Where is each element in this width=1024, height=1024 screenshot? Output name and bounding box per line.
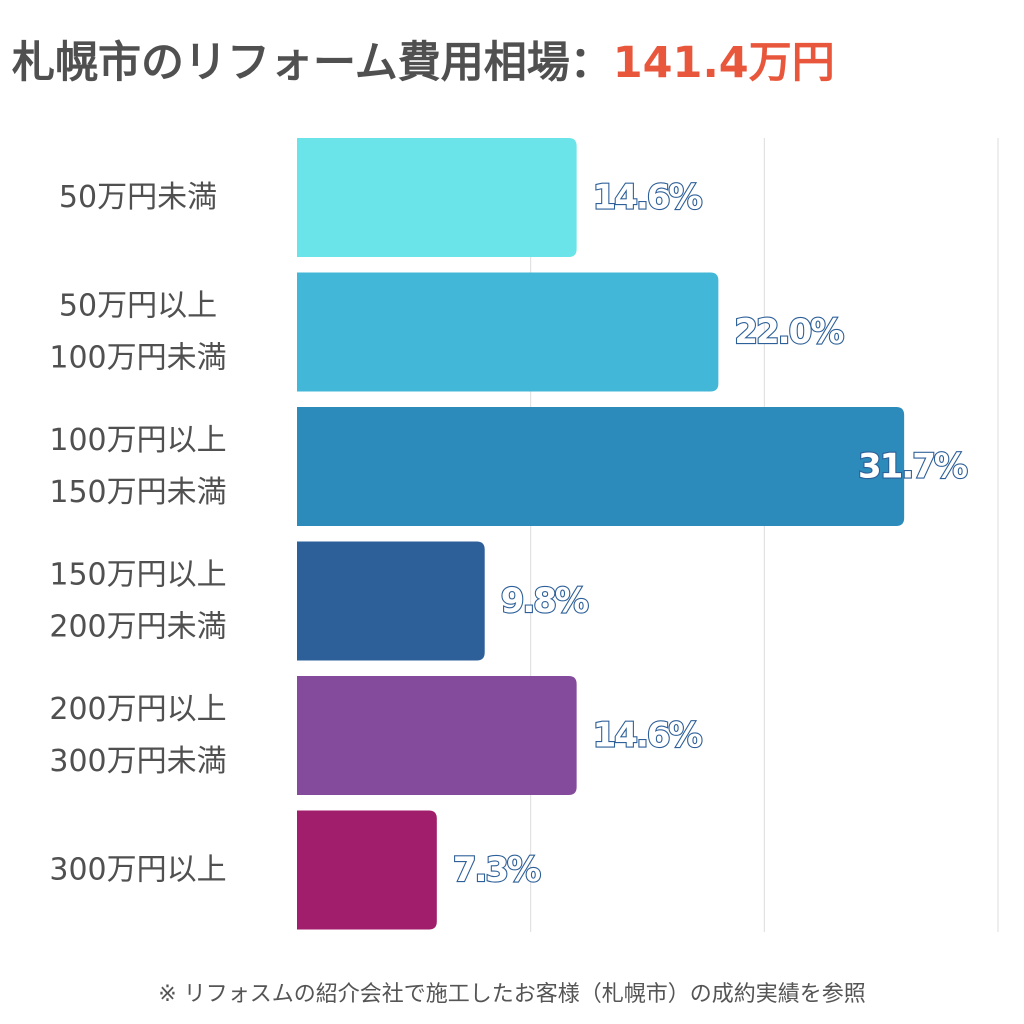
category-label: 300万円以上 — [49, 853, 226, 888]
bar — [297, 541, 485, 661]
category-label: 50万円未満 — [59, 180, 217, 215]
category-label: 100万円未満 — [49, 341, 226, 376]
category-label: 50万円以上 — [59, 289, 217, 324]
gridlines — [530, 138, 999, 932]
category-label: 100万円以上 — [49, 423, 226, 458]
category-label: 150万円未満 — [49, 475, 226, 510]
bar — [297, 272, 719, 392]
bar — [297, 138, 577, 257]
bar — [297, 407, 905, 526]
data-label: 22.0% — [734, 312, 843, 352]
bar — [297, 810, 437, 930]
data-label: 14.6% — [593, 178, 702, 218]
data-label: 14.6% — [593, 716, 702, 756]
category-label: 200万円未満 — [49, 610, 226, 645]
data-label: 7.3% — [453, 850, 540, 890]
footnote: ※ リフォスムの紹介会社で施工したお客様（札幌市）の成約実績を参照 — [158, 982, 866, 1007]
chart-title: 札幌市のリフォーム費用相場：141.4万円 — [12, 28, 1012, 98]
category-label: 300万円未満 — [49, 744, 226, 779]
category-label: 200万円以上 — [49, 692, 226, 727]
data-label: 9.8% — [501, 581, 588, 621]
chart-title-text: 札幌市のリフォーム費用相場： — [12, 38, 613, 88]
bar — [297, 676, 577, 795]
data-label: 31.7% — [858, 447, 967, 487]
chart-title-average: 141.4万円 — [612, 38, 835, 88]
category-label: 150万円以上 — [49, 558, 226, 593]
